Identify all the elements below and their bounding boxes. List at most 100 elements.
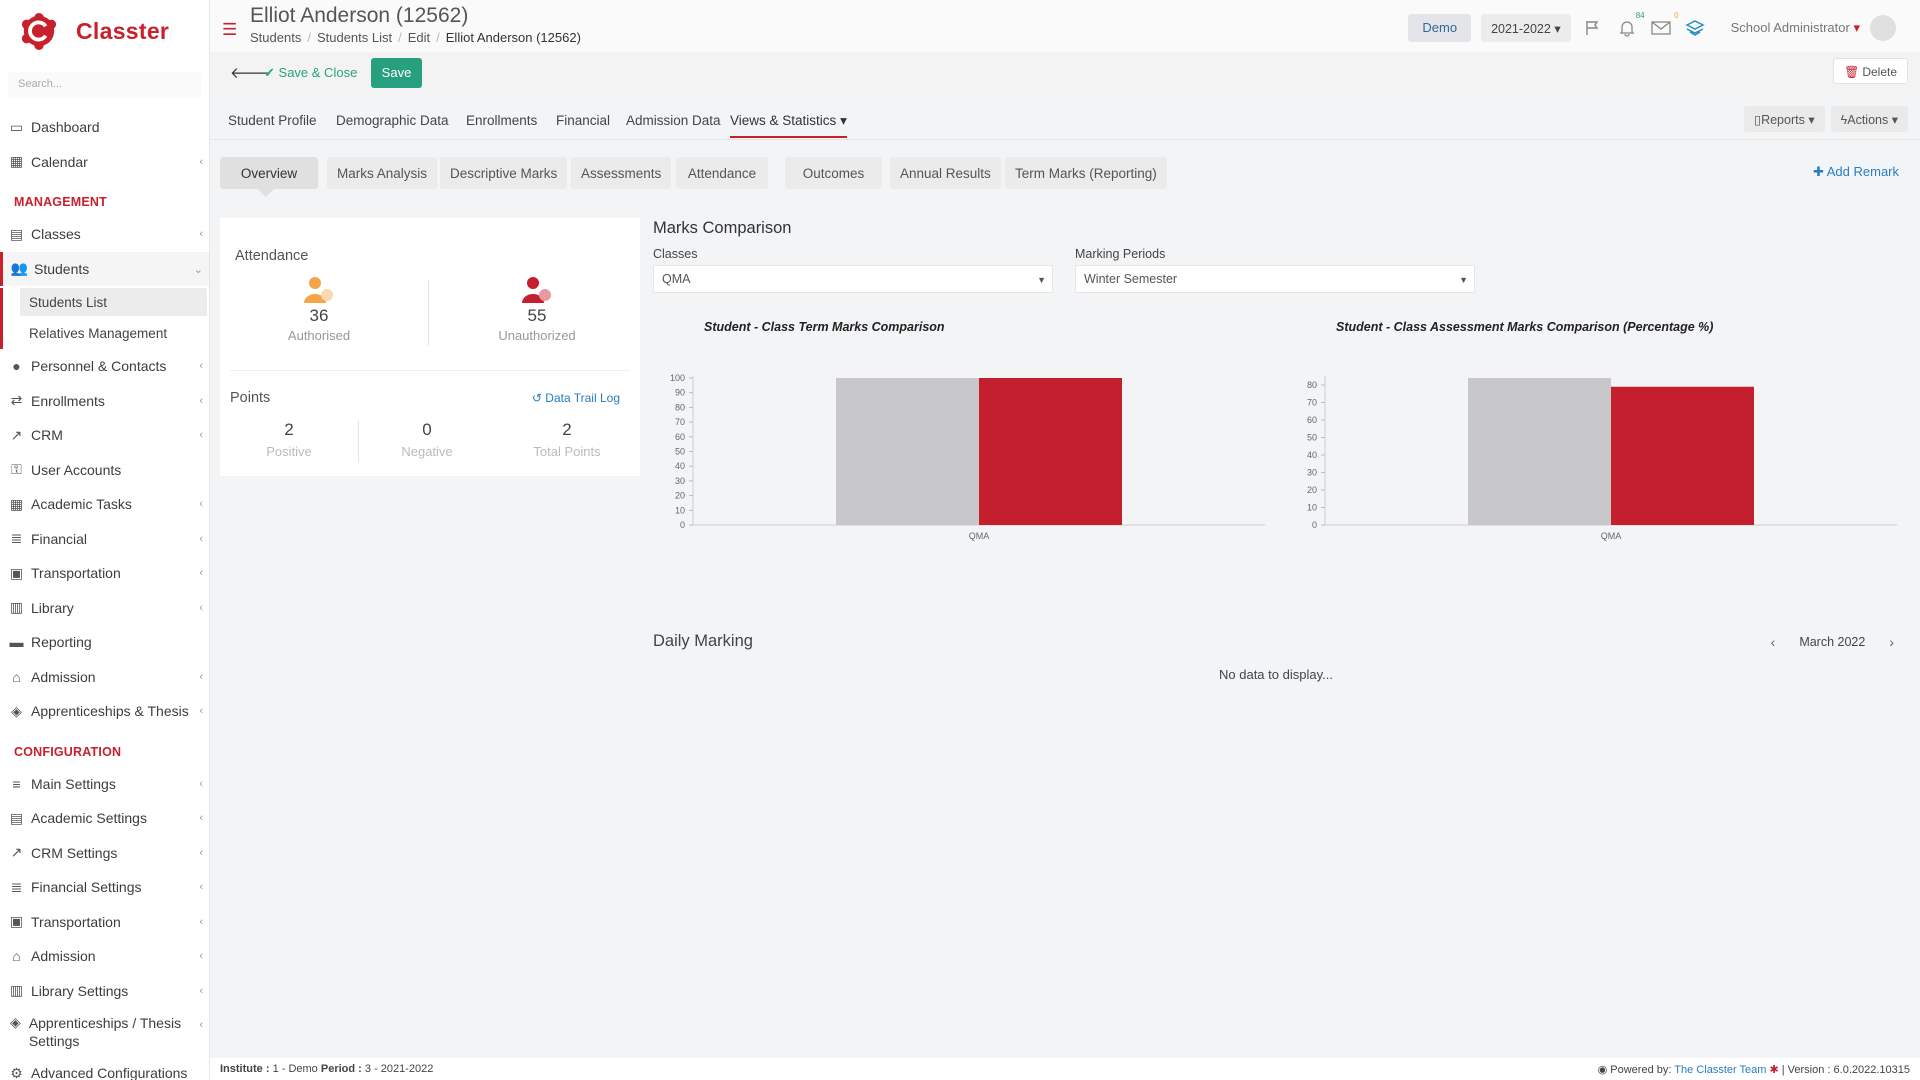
breadcrumb-edit[interactable]: Edit xyxy=(407,30,431,45)
breadcrumb-students-list[interactable]: Students List xyxy=(316,30,393,45)
actions-dropdown[interactable]: ϟActions ▾ xyxy=(1830,106,1908,132)
chevron-left-icon: ‹ xyxy=(199,915,203,928)
subtab-term-marks-reporting[interactable]: Term Marks (Reporting) xyxy=(1005,157,1167,189)
subtab-descriptive-marks[interactable]: Descriptive Marks xyxy=(440,157,568,189)
back-arrow-icon[interactable]: 🡐 xyxy=(230,65,271,82)
sidebar-item-label: Financial Settings xyxy=(31,879,142,896)
sidebar-item-user-accounts[interactable]: ⚿ User Accounts xyxy=(0,453,209,488)
tab-financial[interactable]: Financial xyxy=(556,113,611,128)
chevron-left-icon[interactable]: ‹ xyxy=(1770,634,1776,650)
sidebar-item-academic-tasks[interactable]: ▦ Academic Tasks ‹ xyxy=(0,487,209,522)
chevron-right-icon[interactable]: › xyxy=(1889,634,1894,650)
sidebar-item-crm-settings[interactable]: ↗ CRM Settings ‹ xyxy=(0,836,209,871)
menu-toggle-icon[interactable]: ☰ xyxy=(222,20,238,39)
marking-periods-select[interactable]: Winter Semester ▼ xyxy=(1075,265,1475,293)
sidebar-item-calendar[interactable]: ▦ Calendar ‹ xyxy=(0,145,209,180)
sidebar-item-personnel-contacts[interactable]: ● Personnel & Contacts ‹ xyxy=(0,349,209,384)
sidebar-search-input[interactable]: Search... xyxy=(8,72,201,98)
messages-badge: 0 xyxy=(1674,11,1679,20)
sidebar-item-label: Main Settings xyxy=(31,775,116,792)
sidebar-item-admission[interactable]: ⌂ Admission ‹ xyxy=(0,660,209,695)
sidebar-item-academic-settings[interactable]: ▤ Academic Settings ‹ xyxy=(0,801,209,836)
chevron-left-icon: ‹ xyxy=(199,812,203,824)
sidebar-item-enrollments[interactable]: ⇄ Enrollments ‹ xyxy=(0,384,209,419)
tab-enrollments[interactable]: Enrollments xyxy=(466,113,538,128)
subtab-attendance[interactable]: Attendance xyxy=(676,157,768,189)
breadcrumb-students[interactable]: Students xyxy=(250,30,302,45)
add-remark-button[interactable]: ✚ Add Remark xyxy=(1803,157,1908,185)
sidebar-item-reporting[interactable]: ▬ Reporting xyxy=(0,625,209,660)
y-tick-label: 90 xyxy=(675,388,685,398)
sidebar-item-label: Students xyxy=(34,260,90,277)
y-tick-label: 10 xyxy=(1307,503,1317,513)
tab-admission-data[interactable]: Admission Data xyxy=(626,113,721,128)
sidebar-item-label: CRM xyxy=(31,427,63,444)
caret-down-icon: ▼ xyxy=(1459,275,1468,285)
attendance-title: Attendance xyxy=(235,248,309,264)
subtab-annual-results[interactable]: Annual Results xyxy=(890,157,1001,189)
sidebar-item-main-settings[interactable]: ≡ Main Settings ‹ xyxy=(0,767,209,802)
sidebar-item-advanced-configurations[interactable]: ⚙ Advanced Configurations xyxy=(0,1056,209,1080)
flag-icon[interactable] xyxy=(1581,16,1605,40)
sidebar-item-financial-settings[interactable]: ≣ Financial Settings ‹ xyxy=(0,870,209,905)
sidebar-item-label: Reporting xyxy=(31,634,92,651)
sidebar-item-apprenticeships-thesis[interactable]: ◈ Apprenticeships & Thesis ‹ xyxy=(0,694,209,729)
chevron-left-icon: ‹ xyxy=(199,601,203,614)
y-tick-label: 10 xyxy=(675,505,685,515)
positive-label: Positive xyxy=(266,444,312,459)
subtab-outcomes[interactable]: Outcomes xyxy=(785,157,882,189)
sidebar-item-classes[interactable]: ▤ Classes ‹ xyxy=(0,217,209,252)
year-dropdown[interactable]: 2021-2022 ▾ xyxy=(1481,14,1571,42)
classter-team-link[interactable]: The Classter Team xyxy=(1674,1064,1767,1076)
tab-views-statistics[interactable]: Views & Statistics ▾ xyxy=(730,113,847,138)
sidebar-subitem-students-list[interactable]: Students List xyxy=(20,288,207,316)
save-button[interactable]: Save xyxy=(371,58,422,88)
sidebar-item-students[interactable]: 👥 Students ⌄ xyxy=(0,251,209,286)
main-tabs: Student Profile Demographic Data Enrollm… xyxy=(210,100,1920,140)
sidebar-item-library-settings[interactable]: ▥ Library Settings ‹ xyxy=(0,974,209,1009)
students-submenu: Students List Relatives Management xyxy=(0,288,209,349)
tab-demographic-data[interactable]: Demographic Data xyxy=(336,113,449,128)
layers-icon[interactable] xyxy=(1683,16,1707,40)
sidebar-item-library[interactable]: ▥ Library ‹ xyxy=(0,591,209,626)
subtab-marks-analysis[interactable]: Marks Analysis xyxy=(327,157,438,189)
sidebar-item-admission[interactable]: ⌂ Admission ‹ xyxy=(0,939,209,974)
bell-icon[interactable]: 84 xyxy=(1615,11,1645,40)
card-divider xyxy=(230,370,630,371)
delete-label: Delete xyxy=(1862,65,1897,79)
envelope-icon[interactable]: 0 xyxy=(1649,11,1679,40)
total-label: Total Points xyxy=(533,444,601,459)
authorised-label: Authorised xyxy=(287,328,351,343)
bus-icon: ▣ xyxy=(9,913,24,930)
sidebar-item-label: Apprenticeships & Thesis xyxy=(31,703,189,720)
tab-student-profile[interactable]: Student Profile xyxy=(228,113,317,128)
subtab-assessments[interactable]: Assessments xyxy=(571,157,672,189)
sidebar-item-dashboard[interactable]: ▭ Dashboard xyxy=(0,110,209,145)
subtab-overview[interactable]: Overview xyxy=(220,157,318,197)
plus-icon: ✚ xyxy=(1812,164,1824,179)
sidebar-subitem-relatives-management[interactable]: Relatives Management xyxy=(29,326,168,341)
user-menu[interactable]: School Administrator ▾ xyxy=(1731,20,1860,36)
classes-select[interactable]: QMA ▼ xyxy=(653,265,1053,293)
app-logo[interactable]: Classter xyxy=(0,0,209,62)
reports-dropdown[interactable]: ▯Reports ▾ xyxy=(1744,106,1825,132)
sidebar-item-transportation[interactable]: ▣ Transportation ‹ xyxy=(0,556,209,591)
y-tick-label: 40 xyxy=(1307,450,1317,460)
marking-periods-value: Winter Semester xyxy=(1084,272,1178,286)
sidebar-item-apprenticeships-thesis-settings[interactable]: ◈ Apprenticeships / Thesis Settings ‹ xyxy=(0,1008,209,1056)
classes-label: Classes xyxy=(653,247,698,261)
delete-button[interactable]: 🗑 Delete xyxy=(1833,58,1908,84)
sidebar-item-crm[interactable]: ↗ CRM ‹ xyxy=(0,418,209,453)
month-navigator: ‹ March 2022 › xyxy=(1771,634,1894,650)
crm-icon: ↗ xyxy=(10,426,23,443)
y-tick-label: 50 xyxy=(675,447,685,457)
reports-label: Reports xyxy=(1761,113,1805,127)
save-close-button[interactable]: ✔ Save & Close xyxy=(264,65,357,81)
sidebar-item-financial[interactable]: ≣ Financial ‹ xyxy=(0,522,209,557)
demo-button[interactable]: Demo xyxy=(1408,14,1472,42)
data-trail-log-link[interactable]: ↺ Data Trail Log xyxy=(532,391,620,405)
user-avatar[interactable] xyxy=(1870,15,1896,41)
y-tick-label: 30 xyxy=(675,476,685,486)
sidebar-item-transportation[interactable]: ▣ Transportation ‹ xyxy=(0,905,209,940)
chevron-left-icon: ‹ xyxy=(199,228,203,240)
